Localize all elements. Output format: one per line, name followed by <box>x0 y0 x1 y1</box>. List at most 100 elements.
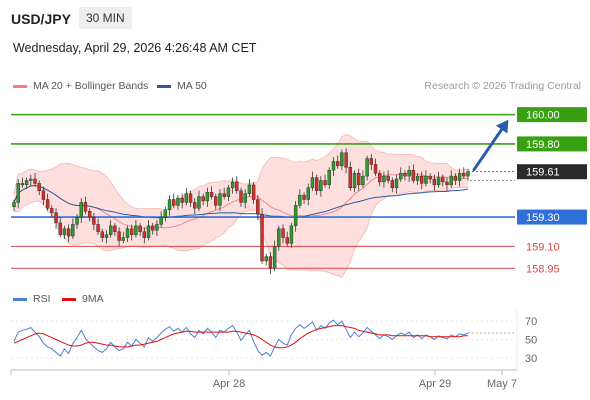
candle <box>50 205 54 218</box>
candle <box>138 222 142 237</box>
timeframe-badge[interactable]: 30 MIN <box>79 7 132 29</box>
candle-body <box>373 164 378 174</box>
candle <box>239 187 243 207</box>
candle <box>289 222 294 248</box>
candle <box>218 189 222 212</box>
candle <box>390 177 395 193</box>
candle <box>201 193 205 206</box>
candle-body <box>176 197 180 206</box>
candle <box>357 168 361 191</box>
candle-body <box>289 225 294 244</box>
rsi-swatch <box>13 297 27 301</box>
candle <box>403 170 407 181</box>
rsi-tick-70: 70 <box>525 316 537 328</box>
candle-body <box>268 256 273 269</box>
candle <box>293 200 298 232</box>
candle <box>121 231 125 244</box>
candle <box>348 161 352 191</box>
candle-body <box>394 178 399 189</box>
ma50-label: MA 50 <box>177 80 207 92</box>
candle-body <box>243 193 247 203</box>
candle <box>83 196 88 215</box>
candle-body <box>348 167 352 189</box>
candle-body <box>66 228 71 237</box>
candle <box>268 252 273 275</box>
candle <box>209 186 214 200</box>
candle-body <box>142 231 147 238</box>
candle <box>310 171 315 191</box>
candle-body <box>420 175 424 184</box>
candle-body <box>335 161 340 167</box>
level-box-159-80 <box>517 136 587 152</box>
candle-body <box>453 175 458 181</box>
candle <box>96 218 100 235</box>
candle-body <box>302 194 306 200</box>
candle <box>453 173 458 185</box>
x-tick-label: Apr 29 <box>419 378 451 390</box>
candle <box>75 214 79 229</box>
candle <box>331 157 336 177</box>
candle <box>277 225 281 251</box>
candle-body <box>12 202 16 208</box>
candle <box>205 187 210 207</box>
candle-body <box>134 225 138 235</box>
chart-header: USD/JPY 30 MIN Wednesday, April 29, 2026… <box>0 0 590 80</box>
candle <box>352 170 357 193</box>
rsi-tick-30: 30 <box>525 353 537 365</box>
candle <box>235 176 239 194</box>
projection-arrow-shaft <box>472 123 507 172</box>
candle <box>222 187 226 200</box>
candle-body <box>29 178 33 181</box>
candle-body <box>340 152 344 167</box>
candle <box>188 190 193 207</box>
candle-body <box>411 170 416 181</box>
candle-body <box>151 225 155 231</box>
candle-body <box>247 184 252 194</box>
candle-body <box>428 175 432 180</box>
candle <box>256 195 260 220</box>
candle-body <box>399 172 403 180</box>
candle-body <box>188 193 193 203</box>
candle <box>323 174 327 188</box>
candle-body <box>180 197 184 203</box>
candle-body <box>125 228 130 238</box>
candle-body <box>260 213 264 262</box>
candle <box>130 224 134 241</box>
9ma-swatch <box>62 297 76 301</box>
candle <box>314 174 319 196</box>
candle-body <box>230 181 235 189</box>
candle-body <box>58 222 62 235</box>
candle-body <box>272 246 277 269</box>
candle <box>45 193 50 212</box>
copyright-text: Research © 2026 Trading Central <box>424 80 581 92</box>
candle-body <box>256 199 260 215</box>
rsi-tick-50: 50 <box>525 335 537 347</box>
candle-body <box>462 172 466 177</box>
candle <box>428 173 432 184</box>
candle <box>54 208 58 229</box>
candle <box>407 165 411 182</box>
candle-body <box>344 152 348 168</box>
candle <box>298 189 302 209</box>
ma50-line <box>13 185 469 219</box>
candle <box>230 177 235 194</box>
candle <box>41 186 46 206</box>
candle <box>37 180 41 196</box>
candle-body <box>193 202 197 209</box>
candle-body <box>159 216 163 225</box>
candle <box>436 171 441 188</box>
candle-body <box>386 175 390 181</box>
candle-body <box>113 225 117 232</box>
candle-body <box>319 180 323 191</box>
candle <box>197 190 201 212</box>
candle-body <box>403 172 407 177</box>
candle <box>432 174 437 191</box>
candle-body <box>163 209 168 218</box>
candle-body <box>457 172 462 181</box>
candle-body <box>71 224 75 237</box>
candle <box>184 187 189 206</box>
candle-body <box>87 211 92 218</box>
candle <box>20 177 25 188</box>
candle-body <box>306 187 310 200</box>
